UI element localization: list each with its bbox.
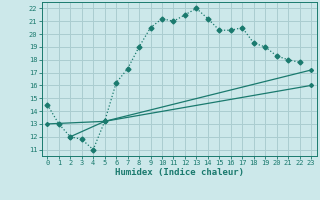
X-axis label: Humidex (Indice chaleur): Humidex (Indice chaleur) (115, 168, 244, 177)
